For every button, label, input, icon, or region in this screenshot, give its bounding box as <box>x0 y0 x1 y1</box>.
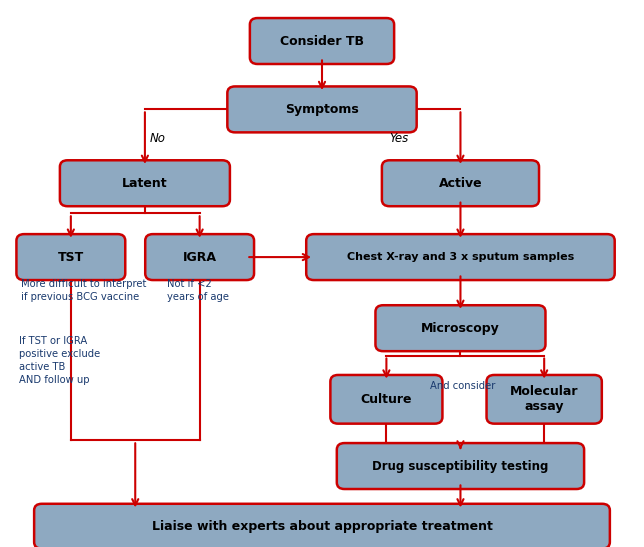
FancyBboxPatch shape <box>17 234 125 280</box>
FancyBboxPatch shape <box>382 160 539 206</box>
Text: Drug susceptibility testing: Drug susceptibility testing <box>372 459 549 473</box>
Text: Consider TB: Consider TB <box>280 34 364 48</box>
Text: And consider: And consider <box>430 381 495 391</box>
FancyBboxPatch shape <box>250 18 394 64</box>
FancyBboxPatch shape <box>60 160 230 206</box>
FancyBboxPatch shape <box>145 234 254 280</box>
Text: Molecular
assay: Molecular assay <box>510 385 578 414</box>
Text: Culture: Culture <box>361 393 412 406</box>
Text: More difficult to interpret
if previous BCG vaccine: More difficult to interpret if previous … <box>21 279 146 302</box>
Text: IGRA: IGRA <box>183 251 216 264</box>
FancyBboxPatch shape <box>375 305 545 351</box>
FancyBboxPatch shape <box>306 234 614 280</box>
Text: Yes: Yes <box>390 132 409 145</box>
FancyBboxPatch shape <box>330 375 442 423</box>
Text: Active: Active <box>439 177 482 190</box>
FancyBboxPatch shape <box>34 504 610 547</box>
Text: Latent: Latent <box>122 177 167 190</box>
Text: If TST or IGRA
positive exclude
active TB
AND follow up: If TST or IGRA positive exclude active T… <box>19 336 100 385</box>
Text: Not if <2
years of age: Not if <2 years of age <box>167 279 229 302</box>
Text: Microscopy: Microscopy <box>421 322 500 335</box>
FancyBboxPatch shape <box>227 86 417 132</box>
Text: TST: TST <box>58 251 84 264</box>
FancyBboxPatch shape <box>337 443 584 489</box>
Text: Symptoms: Symptoms <box>285 103 359 116</box>
FancyBboxPatch shape <box>487 375 601 423</box>
Text: Chest X-ray and 3 x sputum samples: Chest X-ray and 3 x sputum samples <box>347 252 574 262</box>
Text: Liaise with experts about appropriate treatment: Liaise with experts about appropriate tr… <box>151 520 493 533</box>
Text: No: No <box>150 132 166 145</box>
